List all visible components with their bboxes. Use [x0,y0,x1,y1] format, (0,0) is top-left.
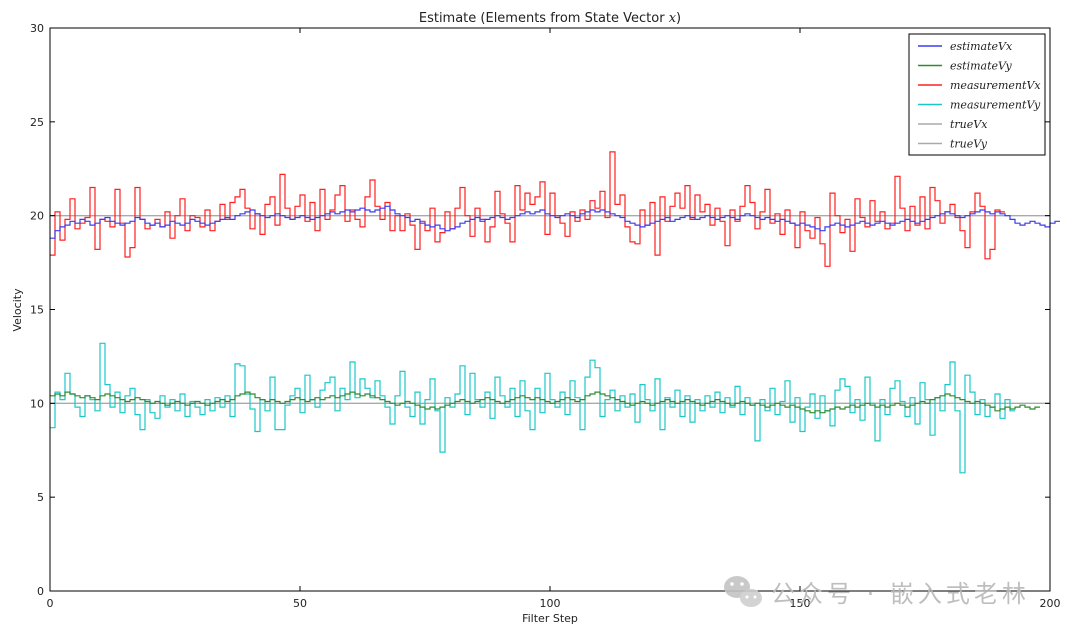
plot-frame [49,27,1051,592]
x-tick-label: 100 [540,597,561,610]
chart-title: Estimate (Elements from State Vector x) [419,11,681,26]
y-tick-label: 20 [30,210,44,223]
legend-label-measurementVy: measurementVy [950,99,1041,112]
y-axis-label: Velocity [11,288,24,332]
legend-label-trueVx: trueVx [950,118,988,131]
x-axis-label: Filter Step [522,612,578,625]
y-tick-label: 10 [30,397,44,410]
x-axis: 0 50 100 150 200 [47,28,1061,610]
y-tick-label: 30 [30,22,44,35]
watermark-text: 公众号 · 嵌入式老林 [771,580,1030,608]
series-estimateVy [50,391,1040,414]
y-tick-label: 25 [30,116,44,129]
legend-box [908,33,1046,156]
x-tick-label: 200 [1040,597,1061,610]
y-tick-label: 0 [37,585,44,598]
series-measurementVx [50,151,1005,267]
series-estimateVx [50,205,1060,239]
legend-label-estimateVy: estimateVy [950,60,1013,73]
wechat-icon [724,576,762,607]
series-measurementVy [50,342,1015,474]
x-tick-label: 150 [790,597,811,610]
legend-label-trueVy: trueVy [950,138,988,151]
watermark: 公众号 · 嵌入式老林 [724,576,1030,608]
legend-label-estimateVx: estimateVx [950,40,1013,53]
y-tick-label: 15 [30,304,44,317]
plot-series [50,151,1060,474]
y-tick-label: 5 [37,491,44,504]
legend-label-measurementVx: measurementVx [950,79,1041,92]
x-tick-label: 50 [293,597,307,610]
x-tick-label: 0 [47,597,54,610]
y-axis: 0 5 10 15 20 25 30 [30,22,1050,598]
legend: estimateVx estimateVy measurementVx measure… [908,33,1046,156]
